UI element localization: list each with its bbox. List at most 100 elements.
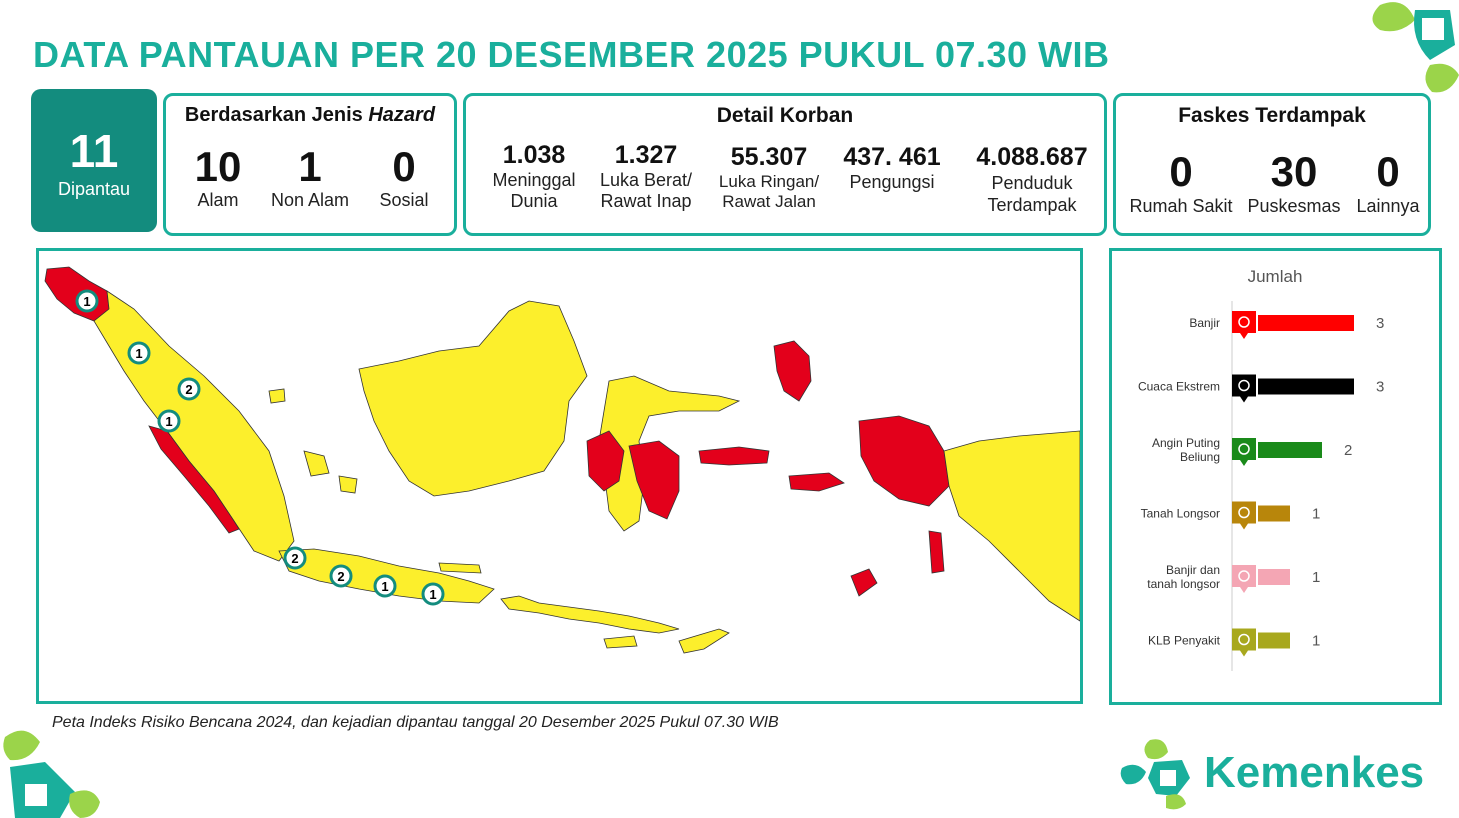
event-marker-count: 2	[291, 551, 298, 566]
flood-icon	[1232, 311, 1256, 339]
event-marker[interactable]: 2	[329, 564, 353, 588]
victims-title: Detail Korban	[716, 104, 854, 127]
hazard-title-italic: Hazard	[368, 104, 436, 126]
victims-died-label2: Dunia	[510, 191, 558, 211]
category-label: Angin Puting	[1152, 436, 1220, 450]
flood-icon-glyph	[1238, 316, 1250, 328]
event-marker-count: 1	[165, 414, 172, 429]
corner-logo-top-right	[1372, 2, 1459, 93]
island-sumba	[603, 635, 638, 649]
region-west-sumatra	[148, 425, 240, 534]
hazard-sosial-label: Sosial	[379, 190, 429, 210]
brand-name: Kemenkes	[1204, 748, 1425, 797]
victims-severe-label1: Luka Berat/	[599, 170, 693, 190]
category-label: tanah longsor	[1147, 577, 1220, 591]
island-riau	[268, 388, 286, 404]
weather-icon	[1232, 374, 1256, 403]
data-label: 1	[1312, 569, 1320, 586]
hazard-non-alam-label: Non Alam	[270, 190, 350, 210]
disease-icon	[1232, 628, 1256, 657]
facilities-puskesmas: 30 Puskesmas	[1244, 148, 1344, 217]
hazard-sosial-value: 0	[392, 143, 416, 190]
category-label: KLB Penyakit	[1148, 634, 1221, 648]
region-north-maluku	[773, 340, 812, 402]
corner-logo-bottom-left	[3, 730, 100, 818]
event-marker-count: 1	[83, 294, 90, 309]
region-se-sulawesi-red	[628, 440, 680, 520]
region-tanimbar	[850, 568, 878, 597]
victims-refugees-value: 437. 461	[843, 143, 941, 171]
category-label: Cuaca Ekstrem	[1138, 380, 1220, 394]
monitored-card: 11 Dipantau	[31, 89, 157, 232]
landslide-icon	[1232, 501, 1256, 530]
island-timor	[678, 628, 730, 654]
victims-affected: 4.088.687 Penduduk Terdampak	[964, 142, 1100, 216]
bar	[1258, 442, 1322, 458]
event-marker-count: 1	[429, 587, 436, 602]
victims-died-label1: Meninggal	[492, 170, 576, 190]
event-marker[interactable]: 2	[177, 377, 201, 401]
hazard-sosial: 0 Sosial	[364, 144, 444, 211]
victims-died: 1.038 Meninggal Dunia	[480, 140, 588, 212]
region-aceh	[44, 266, 110, 322]
bar	[1258, 505, 1290, 522]
flood-landslide-icon-glyph	[1238, 570, 1250, 582]
monitored-count: 11	[69, 125, 119, 177]
event-marker-count: 1	[381, 579, 388, 594]
data-label: 3	[1376, 315, 1384, 332]
indonesia-risk-map: 1 1 2 1 2 2 1 1	[44, 266, 1080, 654]
victims-severe-value: 1.327	[614, 141, 678, 169]
hazard-alam: 10 Alam	[176, 144, 260, 211]
category-label: Beliung	[1180, 450, 1220, 464]
victims-severe: 1.327 Luka Berat/ Rawat Inap	[590, 140, 702, 212]
event-marker[interactable]: 2	[283, 546, 307, 570]
victims-refugees-label1: Pengungsi	[849, 172, 935, 192]
event-markers: 1 1 2 1 2 2 1 1	[75, 289, 445, 606]
victims-light-label2: Rawat Jalan	[722, 192, 816, 211]
region-sumatra	[93, 290, 295, 562]
hazard-alam-value: 10	[194, 143, 242, 190]
tornado-icon	[1232, 438, 1256, 466]
hazard-count-chart: Jumlah Banjir 3 Cuaca Ekstrem 3 Angin Puting…	[1109, 248, 1442, 705]
event-marker[interactable]: 1	[127, 341, 151, 365]
category-label: Banjir dan	[1166, 563, 1220, 577]
region-kei-aru	[928, 530, 945, 574]
data-label: 1	[1312, 506, 1320, 523]
hazard-title-text: Berdasarkan Jenis	[184, 104, 369, 126]
region-seram	[788, 472, 845, 492]
category-label: Banjir	[1189, 316, 1220, 330]
bar	[1258, 569, 1290, 585]
category-label: Tanah Longsor	[1141, 507, 1220, 521]
victims-affected-label1: Penduduk	[991, 173, 1073, 193]
victims-panel: Detail Korban 1.038 Meninggal Dunia 1.32…	[463, 93, 1107, 236]
page-title: DATA PANTAUAN PER 20 DESEMBER 2025 PUKUL…	[33, 34, 1110, 75]
tornado-icon-glyph	[1238, 443, 1250, 455]
victims-affected-value: 4.088.687	[976, 143, 1088, 171]
region-west-papua	[858, 415, 950, 507]
event-marker-count: 2	[185, 382, 192, 397]
data-label: 2	[1344, 442, 1352, 459]
landslide-icon-glyph	[1238, 506, 1250, 519]
event-marker[interactable]: 1	[373, 574, 397, 598]
event-marker-count: 2	[337, 569, 344, 584]
facilities-hospital: 0 Rumah Sakit	[1122, 148, 1240, 217]
event-marker[interactable]: 1	[157, 409, 181, 433]
facilities-other-label: Lainnya	[1356, 196, 1420, 216]
region-bali-nt	[500, 595, 680, 634]
hazard-title: Berdasarkan Jenis Hazard	[166, 104, 454, 127]
facilities-hospital-label: Rumah Sakit	[1129, 196, 1233, 216]
chart-title: Jumlah	[1248, 267, 1303, 286]
region-maluku-center	[698, 446, 770, 466]
hazard-non-alam-value: 1	[298, 143, 322, 190]
region-madura	[438, 562, 482, 574]
victims-light-label1: Luka Ringan/	[718, 172, 820, 191]
event-marker[interactable]: 1	[75, 289, 99, 313]
event-marker[interactable]: 1	[421, 582, 445, 606]
event-marker-count: 1	[135, 346, 142, 361]
hazard-bar-chart: Jumlah Banjir 3 Cuaca Ekstrem 3 Angin Puting…	[1138, 267, 1384, 671]
bar	[1258, 632, 1290, 649]
facilities-panel: Faskes Terdampak 0 Rumah Sakit 30 Puskes…	[1113, 93, 1431, 236]
region-papua	[943, 430, 1080, 622]
island-bangka	[303, 450, 330, 477]
facilities-title: Faskes Terdampak	[1178, 104, 1366, 127]
